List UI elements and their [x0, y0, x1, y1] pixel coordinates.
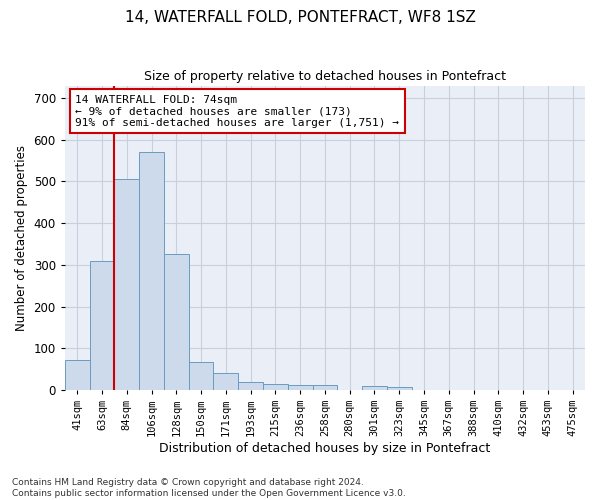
- Text: 14 WATERFALL FOLD: 74sqm
← 9% of detached houses are smaller (173)
91% of semi-d: 14 WATERFALL FOLD: 74sqm ← 9% of detache…: [75, 94, 399, 128]
- Y-axis label: Number of detached properties: Number of detached properties: [15, 144, 28, 330]
- Bar: [238, 382, 263, 390]
- Bar: [263, 384, 288, 390]
- Bar: [115, 180, 139, 390]
- Bar: [89, 260, 115, 390]
- Bar: [188, 362, 214, 390]
- Bar: [387, 387, 412, 390]
- Bar: [164, 254, 188, 390]
- Bar: [65, 360, 89, 390]
- Bar: [362, 386, 387, 390]
- Bar: [214, 373, 238, 390]
- Bar: [288, 385, 313, 390]
- Bar: [313, 385, 337, 390]
- X-axis label: Distribution of detached houses by size in Pontefract: Distribution of detached houses by size …: [159, 442, 491, 455]
- Text: 14, WATERFALL FOLD, PONTEFRACT, WF8 1SZ: 14, WATERFALL FOLD, PONTEFRACT, WF8 1SZ: [125, 10, 475, 25]
- Bar: [139, 152, 164, 390]
- Title: Size of property relative to detached houses in Pontefract: Size of property relative to detached ho…: [144, 70, 506, 83]
- Text: Contains HM Land Registry data © Crown copyright and database right 2024.
Contai: Contains HM Land Registry data © Crown c…: [12, 478, 406, 498]
